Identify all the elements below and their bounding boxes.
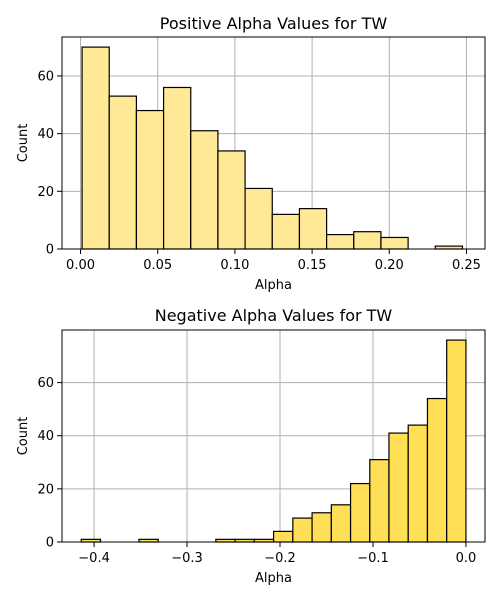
chart-title: Positive Alpha Values for TW: [160, 14, 388, 33]
histogram-bar: [446, 339, 467, 543]
histogram-bar: [326, 233, 355, 250]
y-axis-ticks: 0 20 40 60: [37, 69, 62, 258]
histogram-bar: [162, 86, 192, 250]
histogram-bar: [108, 95, 138, 250]
x-axis-label: Alpha: [255, 571, 292, 586]
y-tick-label: 20: [37, 482, 54, 497]
histogram-bar: [330, 504, 352, 543]
x-tick-label: −0.2: [264, 551, 296, 566]
histogram-bar: [353, 231, 382, 250]
x-tick-label: 0.15: [298, 258, 327, 273]
histogram-bar: [426, 397, 448, 543]
y-tick-label: 40: [37, 429, 54, 444]
x-axis-label: Alpha: [255, 278, 292, 293]
histogram-bar: [292, 517, 313, 543]
histogram-bars: [81, 46, 464, 250]
x-tick-label: 0.0: [456, 551, 477, 566]
histogram-bar: [311, 512, 332, 543]
y-axis-label: Count: [16, 417, 31, 456]
histogram-bar: [298, 208, 328, 250]
y-axis-ticks: 0 20 40 60: [37, 376, 62, 551]
x-tick-label: 0.00: [66, 258, 95, 273]
y-axis-label: Count: [16, 124, 31, 163]
histogram-bar: [349, 482, 371, 543]
histogram-bar: [272, 530, 294, 543]
x-axis-ticks: −0.4 −0.3 −0.2 −0.1 0.0: [78, 542, 476, 566]
x-tick-label: 0.25: [452, 258, 481, 273]
y-tick-label: 0: [46, 536, 54, 551]
y-tick-label: 60: [37, 376, 54, 391]
x-tick-label: 0.20: [375, 258, 404, 273]
x-tick-label: −0.1: [357, 551, 389, 566]
histogram-bar: [369, 459, 390, 543]
y-tick-label: 40: [37, 127, 54, 142]
histogram-bar: [407, 424, 429, 543]
x-tick-label: 0.10: [220, 258, 249, 273]
histogram-bars: [80, 339, 467, 543]
histogram-bar: [81, 46, 110, 250]
histogram-bar: [217, 150, 246, 250]
x-tick-label: −0.3: [171, 551, 203, 566]
histogram-bar: [271, 213, 301, 250]
y-tick-label: 20: [37, 185, 54, 200]
y-tick-label: 0: [46, 243, 54, 258]
histogram-bar: [244, 187, 273, 250]
negative-alpha-histogram: −0.4 −0.3 −0.2 −0.1 0.0 0 20 40 60 Negative Alp…: [16, 306, 486, 586]
positive-alpha-histogram: 0.00 0.05 0.10 0.15 0.20 0.25 0 20 40 60 Positiv…: [16, 14, 486, 293]
x-axis-ticks: 0.00 0.05 0.10 0.15 0.20 0.25: [66, 249, 481, 273]
x-tick-label: −0.4: [78, 551, 110, 566]
chart-title: Negative Alpha Values for TW: [155, 306, 393, 325]
histogram-bar: [380, 236, 409, 250]
y-tick-label: 60: [37, 69, 54, 84]
axes-frame: [61, 36, 486, 250]
x-tick-label: 0.05: [143, 258, 172, 273]
histogram-bar: [388, 432, 409, 543]
histogram-bar: [135, 109, 165, 250]
histogram-bar: [190, 130, 219, 250]
